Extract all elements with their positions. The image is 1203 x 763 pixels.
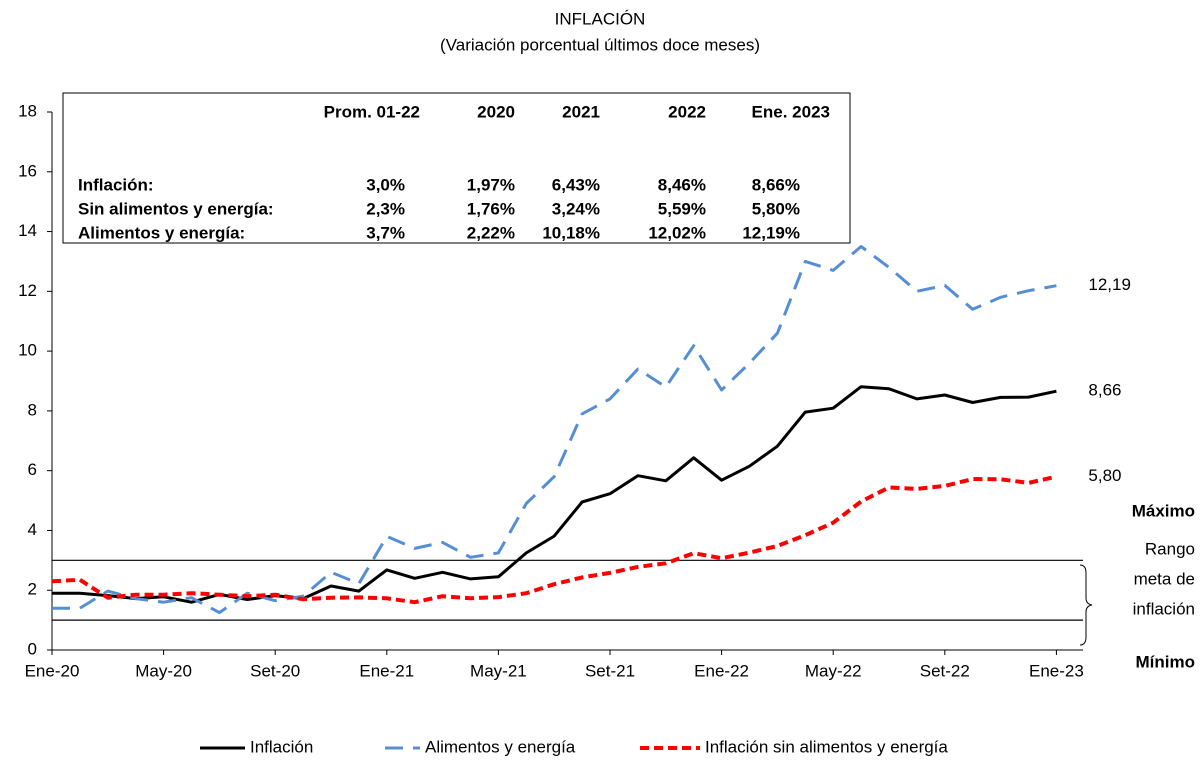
series-line bbox=[52, 245, 1057, 615]
y-tick-label: 18 bbox=[18, 101, 37, 120]
table-row-label: Alimentos y energía: bbox=[78, 223, 245, 242]
table-cell: 8,46% bbox=[658, 175, 706, 194]
table-cell: 12,02% bbox=[648, 223, 706, 242]
end-label: 8,66 bbox=[1088, 381, 1121, 400]
table-cell: 3,7% bbox=[366, 223, 405, 242]
chart-subtitle: (Variación porcentual últimos doce meses… bbox=[440, 35, 760, 54]
x-tick-label: May-20 bbox=[135, 661, 192, 680]
annotation-range: inflación bbox=[1133, 599, 1195, 618]
y-tick-label: 0 bbox=[28, 639, 37, 658]
x-tick-label: Set-22 bbox=[920, 661, 970, 680]
table-cell: 2,22% bbox=[467, 223, 515, 242]
table-cell: 5,59% bbox=[658, 199, 706, 218]
table-header: Ene. 2023 bbox=[752, 102, 830, 121]
y-tick-label: 12 bbox=[18, 281, 37, 300]
annotation-range: Rango bbox=[1145, 539, 1195, 558]
end-label: 12,19 bbox=[1088, 275, 1131, 294]
series-line bbox=[51, 474, 1057, 605]
x-tick-label: Set-20 bbox=[250, 661, 300, 680]
table-cell: 2,3% bbox=[366, 199, 405, 218]
table-cell: 12,19% bbox=[742, 223, 800, 242]
x-tick-label: Ene-22 bbox=[694, 661, 749, 680]
end-label: 5,80 bbox=[1088, 466, 1121, 485]
x-tick-label: Ene-21 bbox=[359, 661, 414, 680]
x-tick-label: May-22 bbox=[805, 661, 862, 680]
x-tick-label: May-21 bbox=[470, 661, 527, 680]
x-tick-label: Ene-23 bbox=[1029, 661, 1084, 680]
legend-label: Alimentos y energía bbox=[425, 737, 576, 756]
table-cell: 3,0% bbox=[366, 175, 405, 194]
x-tick-label: Set-21 bbox=[585, 661, 635, 680]
table-cell: 1,97% bbox=[467, 175, 515, 194]
annotation-min: Mínimo bbox=[1136, 652, 1196, 671]
range-brace bbox=[1079, 564, 1093, 646]
table-cell: 6,43% bbox=[552, 175, 600, 194]
table-header: 2022 bbox=[668, 102, 706, 121]
annotation-range: meta de bbox=[1134, 569, 1195, 588]
y-tick-label: 6 bbox=[28, 460, 37, 479]
table-cell: 3,24% bbox=[552, 199, 600, 218]
legend-label: Inflación sin alimentos y energía bbox=[705, 737, 948, 756]
table-box bbox=[62, 92, 851, 244]
table-cell: 5,80% bbox=[752, 199, 800, 218]
chart-title: INFLACIÓN bbox=[555, 9, 646, 28]
y-tick-label: 16 bbox=[18, 161, 37, 180]
table-header: 2020 bbox=[477, 102, 515, 121]
series-line bbox=[52, 385, 1057, 604]
table-row-label: Inflación: bbox=[78, 175, 154, 194]
annotation-max: Máximo bbox=[1132, 501, 1195, 520]
legend-label: Inflación bbox=[250, 737, 313, 756]
table-header: Prom. 01-22 bbox=[324, 102, 420, 121]
y-tick-label: 8 bbox=[28, 400, 37, 419]
table-row-label: Sin alimentos y energía: bbox=[78, 199, 274, 218]
table-cell: 8,66% bbox=[752, 175, 800, 194]
x-tick-label: Ene-20 bbox=[25, 661, 80, 680]
y-tick-label: 4 bbox=[28, 520, 37, 539]
table-cell: 10,18% bbox=[542, 223, 600, 242]
table-cell: 1,76% bbox=[467, 199, 515, 218]
table-header: 2021 bbox=[562, 102, 600, 121]
y-tick-label: 2 bbox=[28, 580, 37, 599]
y-tick-label: 14 bbox=[18, 221, 37, 240]
y-tick-label: 10 bbox=[18, 341, 37, 360]
